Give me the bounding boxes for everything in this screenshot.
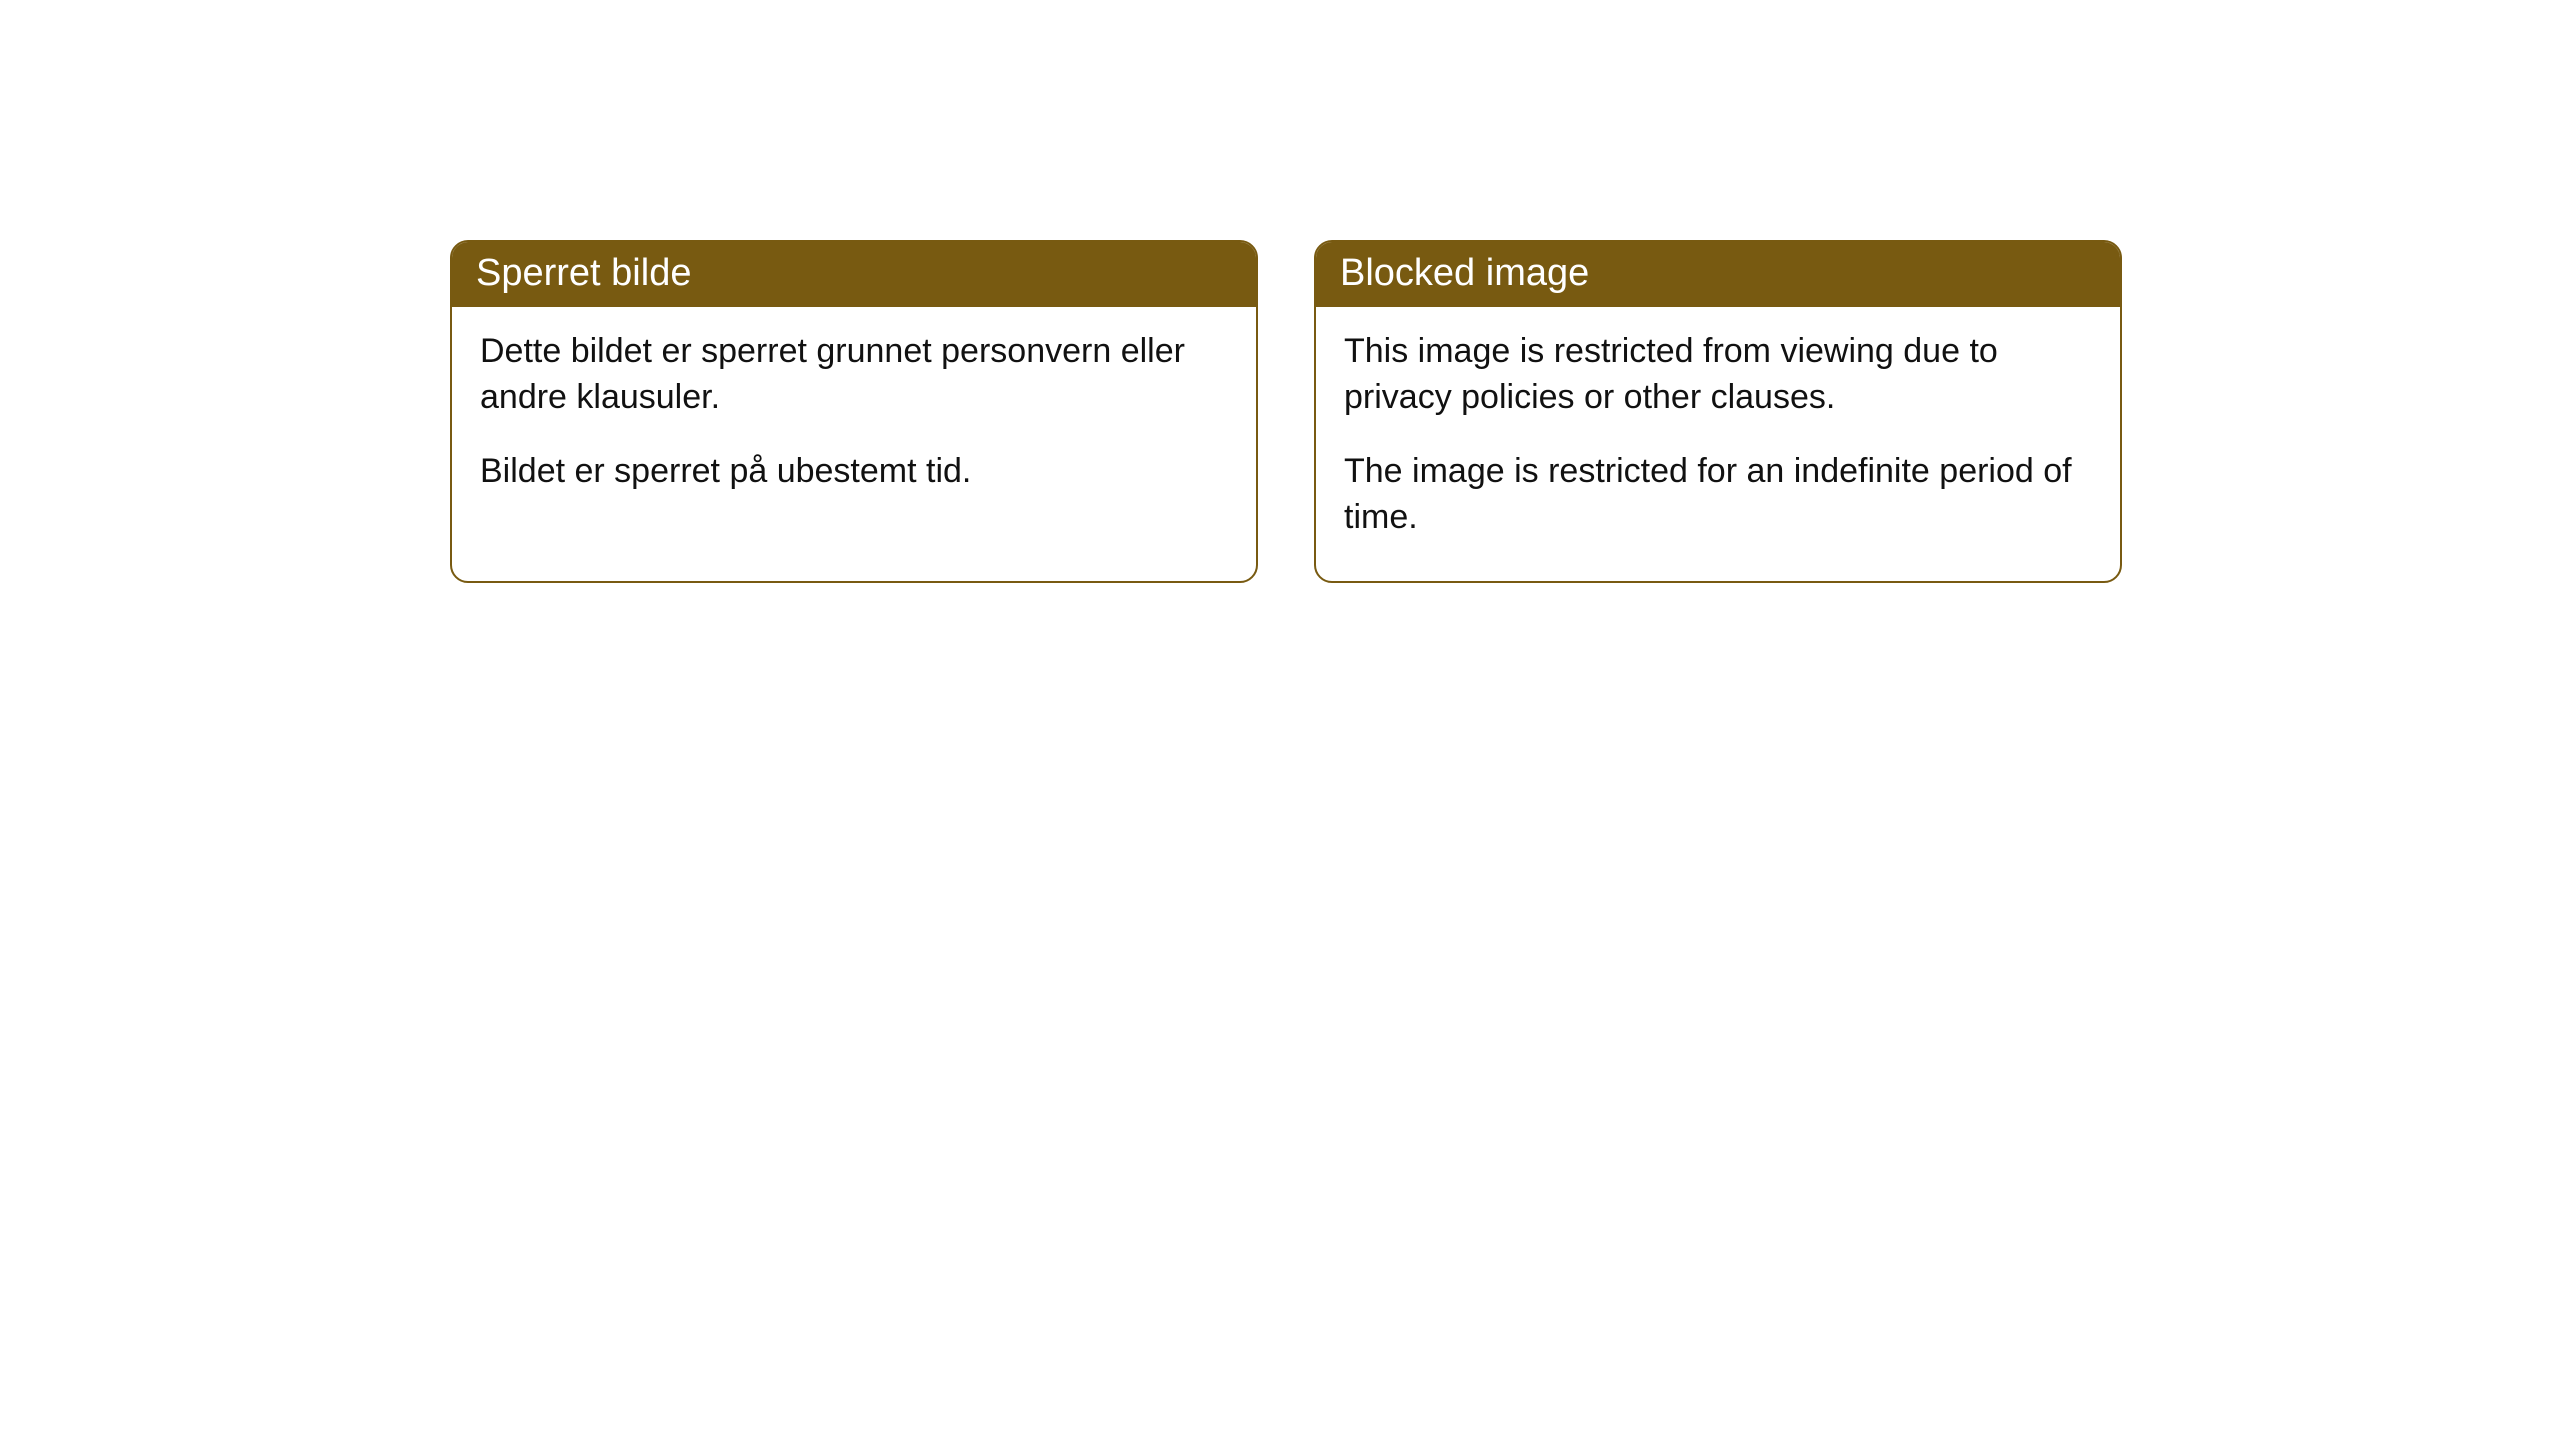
notice-cards-container: Sperret bilde Dette bildet er sperret gr… [450, 240, 2122, 583]
card-header: Blocked image [1316, 242, 2120, 307]
card-title: Sperret bilde [476, 252, 691, 294]
card-body: This image is restricted from viewing du… [1316, 307, 2120, 581]
blocked-image-card-no: Sperret bilde Dette bildet er sperret gr… [450, 240, 1258, 583]
card-paragraph: The image is restricted for an indefinit… [1344, 449, 2092, 541]
card-paragraph: Dette bildet er sperret grunnet personve… [480, 329, 1228, 421]
card-body: Dette bildet er sperret grunnet personve… [452, 307, 1256, 535]
card-paragraph: Bildet er sperret på ubestemt tid. [480, 449, 1228, 495]
card-header: Sperret bilde [452, 242, 1256, 307]
card-paragraph: This image is restricted from viewing du… [1344, 329, 2092, 421]
card-title: Blocked image [1340, 252, 1589, 294]
blocked-image-card-en: Blocked image This image is restricted f… [1314, 240, 2122, 583]
